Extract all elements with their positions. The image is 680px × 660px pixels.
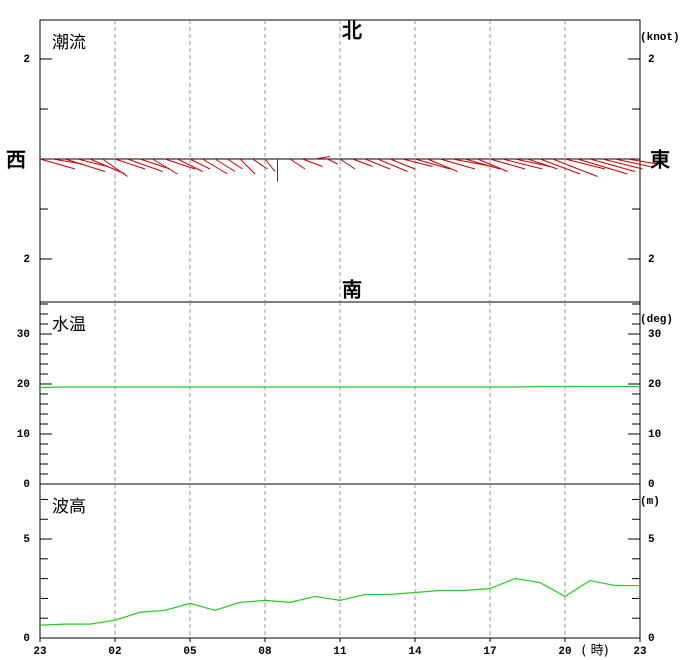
unit-label: (m) <box>640 496 660 508</box>
y-tick-label-right: 0 <box>648 479 655 491</box>
x-tick-label: 23 <box>33 646 47 658</box>
x-unit-label: ( 時) <box>581 644 608 659</box>
y-tick-label-right: 5 <box>648 534 655 546</box>
y-tick-label: 2 <box>23 54 30 66</box>
current-vector <box>214 158 236 172</box>
current-vector <box>314 156 331 160</box>
current-vector <box>402 158 433 167</box>
y-tick-label: 30 <box>17 329 30 341</box>
current-vector <box>564 158 606 170</box>
y-tick-label-right: 10 <box>648 429 661 441</box>
current-vector <box>627 158 658 165</box>
current-vector <box>439 158 476 170</box>
panel-title: 潮流 <box>52 33 86 53</box>
unit-label: (deg) <box>640 314 673 326</box>
current-vector <box>202 158 228 175</box>
current-vector <box>427 158 458 172</box>
y-tick-label-right: 0 <box>648 633 655 645</box>
current-vector <box>289 158 306 170</box>
current-vector <box>114 158 146 170</box>
current-vector <box>327 158 338 165</box>
x-tick-label: 11 <box>333 646 347 658</box>
data-line <box>39 385 640 389</box>
panel-title: 波高 <box>52 497 86 517</box>
current-vector <box>302 158 323 167</box>
current-vector <box>414 158 451 170</box>
current-vector <box>389 158 416 170</box>
current-vector <box>477 158 508 172</box>
current-vector <box>127 158 163 172</box>
current-vector <box>239 158 256 175</box>
east-label: 東 <box>650 148 670 172</box>
south-label: 南 <box>342 278 362 302</box>
x-tick-label: 17 <box>483 646 496 658</box>
y-tick-label-right: 2 <box>648 254 655 266</box>
y-tick-label: 0 <box>23 479 30 491</box>
current-vector <box>102 158 128 177</box>
y-tick-label-right: 30 <box>648 329 661 341</box>
y-tick-label: 20 <box>17 379 30 391</box>
x-tick-label: 08 <box>258 646 272 658</box>
panel-title: 水温 <box>52 315 86 335</box>
y-tick-label-right: 20 <box>648 379 661 391</box>
north-label: 北 <box>342 19 362 43</box>
current-vector <box>89 158 126 175</box>
x-tick-label: 20 <box>558 646 571 658</box>
current-vector <box>177 158 203 172</box>
current-vector <box>77 158 108 167</box>
current-vector <box>514 158 551 167</box>
current-vector <box>589 158 636 172</box>
current-vector <box>552 158 598 177</box>
current-vector <box>164 158 196 170</box>
current-vector <box>139 158 171 170</box>
x-tick-label: 23 <box>633 646 647 658</box>
current-vector <box>577 158 628 175</box>
current-vector <box>502 158 543 170</box>
current-vector <box>152 158 178 175</box>
unit-label: (knot) <box>640 32 680 44</box>
current-vector <box>64 158 106 172</box>
west-label: 西 <box>6 148 26 172</box>
current-vector <box>614 158 651 167</box>
y-tick-label: 0 <box>23 633 30 645</box>
current-vector <box>539 158 581 175</box>
data-line <box>39 577 640 626</box>
current-vector <box>602 158 643 170</box>
current-vector <box>39 158 76 170</box>
x-tick-label: 14 <box>408 646 422 658</box>
x-tick-label: 02 <box>108 646 121 658</box>
current-vector <box>227 158 243 170</box>
y-tick-label: 5 <box>23 534 30 546</box>
current-vector <box>352 158 373 167</box>
x-tick-label: 05 <box>183 646 197 658</box>
current-vector <box>527 158 558 170</box>
current-vector <box>364 158 391 170</box>
current-vector <box>489 158 526 170</box>
y-tick-label-right: 2 <box>648 54 655 66</box>
y-tick-label: 2 <box>23 254 30 266</box>
current-vector <box>339 158 356 170</box>
current-vector <box>189 158 211 170</box>
current-vector <box>377 158 408 172</box>
y-tick-label: 10 <box>17 429 30 441</box>
current-vector <box>464 158 501 170</box>
current-vector <box>252 158 268 170</box>
current-vector <box>264 158 276 172</box>
